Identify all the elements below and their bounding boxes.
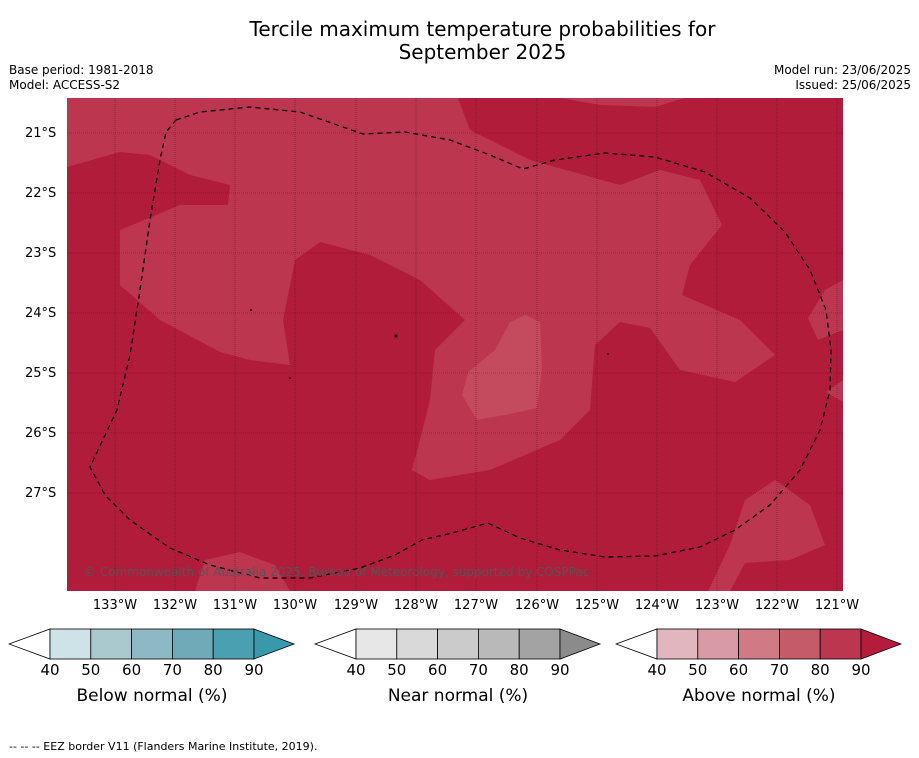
model-run: Model run: 23/06/2025	[773, 63, 911, 77]
lon-label: 123°W	[694, 598, 740, 613]
eez-border	[89, 106, 832, 579]
colorbar-segment	[518, 628, 561, 660]
colorbar-tick-label: 80	[203, 661, 223, 679]
colorbar-tick-label: 60	[122, 661, 142, 679]
colorbar-tick-label: 40	[647, 661, 667, 679]
lon-label: 125°W	[574, 598, 620, 613]
lat-label: 27°S	[25, 486, 57, 501]
colorbar-segment	[49, 628, 92, 660]
colorbar-above-title: Above normal (%)	[682, 686, 836, 706]
colorbar-tick-label: 50	[387, 661, 407, 679]
model-name: Model: ACCESS-S2	[9, 78, 121, 92]
colorbar-segment	[437, 628, 479, 660]
colorbar-tick-label: 50	[688, 661, 708, 679]
lon-label: 126°W	[514, 598, 560, 613]
base-period: Base period: 1981-2018	[9, 63, 154, 77]
lon-label: 127°W	[453, 598, 499, 613]
lon-label: 124°W	[634, 598, 680, 613]
lon-label: 130°W	[272, 598, 318, 613]
region-mid-east	[808, 280, 843, 340]
region-low-center	[462, 315, 542, 420]
colorbar-segment	[90, 628, 133, 660]
colorbar-segment	[697, 628, 740, 660]
meta-right: Model run: 23/06/2025 Issued: 25/06/2025	[774, 63, 911, 93]
region-mid-northeast	[560, 98, 685, 107]
colorbar-segment	[171, 628, 214, 660]
colorbar-below	[8, 628, 296, 660]
lon-label: 129°W	[333, 598, 379, 613]
graticule	[67, 98, 843, 591]
lat-label: 24°S	[25, 306, 57, 321]
meta-left: Base period: 1981-2018 Model: ACCESS-S2	[9, 63, 154, 93]
colorbar-segment	[477, 628, 520, 660]
colorbar-tick-label: 80	[509, 661, 529, 679]
colorbar-tick-label: 40	[346, 661, 366, 679]
colorbar-tick-label: 90	[244, 661, 264, 679]
colorbar-segment	[355, 628, 398, 660]
colorbar-near	[314, 628, 602, 660]
colorbar-tick-label: 80	[810, 661, 830, 679]
region-mid-south	[195, 552, 290, 591]
colorbar-segment	[396, 628, 439, 660]
colorbar-tick-label: 70	[769, 661, 789, 679]
colorbar-tick-label: 40	[40, 661, 60, 679]
lat-label: 22°S	[25, 186, 57, 201]
region-mid-east-2	[826, 380, 843, 402]
colorbar-segment	[778, 628, 821, 660]
colorbar-tick-label: 60	[428, 661, 448, 679]
lat-label: 21°S	[25, 126, 57, 141]
lon-label: 121°W	[814, 598, 860, 613]
colorbar-segment	[738, 628, 780, 660]
colorbar-above	[615, 628, 903, 660]
island-markers	[250, 309, 609, 379]
copyright-notice: © Commonwealth of Australia 2025, Bureau…	[84, 565, 590, 579]
lon-label: 128°W	[393, 598, 439, 613]
lat-label: 23°S	[25, 246, 57, 261]
colorbar-segment	[819, 628, 862, 660]
colorbar-near-title: Near normal (%)	[387, 686, 529, 706]
region-mid-north	[67, 98, 775, 480]
lat-label: 25°S	[25, 366, 57, 381]
colorbar-tick-label: 90	[851, 661, 871, 679]
lon-label: 133°W	[92, 598, 138, 613]
colorbar-segment	[212, 628, 255, 660]
colorbar-segment	[131, 628, 173, 660]
colorbar-tick-label: 70	[162, 661, 182, 679]
colorbar-tick-label: 60	[729, 661, 749, 679]
eez-legend-note: -- -- -- EEZ border V11 (Flanders Marine…	[9, 740, 318, 753]
title-line-2: September 2025	[398, 40, 567, 64]
colorbar-tick-label: 50	[81, 661, 101, 679]
lon-label: 131°W	[212, 598, 258, 613]
region-mid-southeast	[708, 480, 825, 591]
title-line-1: Tercile maximum temperature probabilitie…	[249, 17, 716, 41]
lat-label: 26°S	[25, 426, 57, 441]
map-area	[67, 98, 843, 591]
map-title: Tercile maximum temperature probabilitie…	[0, 18, 919, 64]
colorbar-tick-label: 90	[550, 661, 570, 679]
issued-date: Issued: 25/06/2025	[795, 78, 911, 92]
lon-label: 132°W	[152, 598, 198, 613]
colorbar-segment	[656, 628, 699, 660]
lon-label: 122°W	[754, 598, 800, 613]
colorbar-below-title: Below normal (%)	[76, 686, 228, 706]
colorbar-tick-label: 70	[468, 661, 488, 679]
